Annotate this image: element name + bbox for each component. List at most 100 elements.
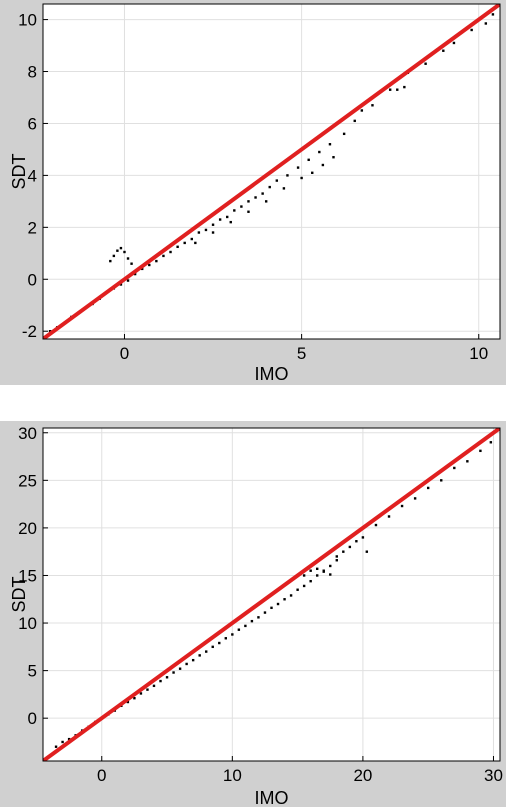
data-point xyxy=(403,85,406,89)
data-point xyxy=(133,697,136,700)
data-point xyxy=(374,523,378,527)
chart-top: 0 5 10 -2 0 2 4 6 8 10 IMO SDT xyxy=(9,3,501,384)
data-point xyxy=(424,62,427,65)
data-point xyxy=(318,150,321,154)
data-point xyxy=(309,579,312,583)
data-point xyxy=(355,540,358,543)
data-point xyxy=(254,196,257,199)
identity-line xyxy=(43,428,500,761)
y-tick-label: 0 xyxy=(28,270,37,289)
data-point xyxy=(54,745,58,748)
data-layer xyxy=(43,428,500,761)
data-point xyxy=(165,676,169,679)
data-point xyxy=(413,497,417,500)
data-point xyxy=(226,215,229,219)
x-tick-label: 10 xyxy=(223,766,242,785)
data-point xyxy=(400,504,404,508)
data-point xyxy=(247,210,250,213)
data-point xyxy=(244,624,247,628)
data-point xyxy=(162,254,165,258)
data-point xyxy=(328,143,332,146)
data-point xyxy=(442,49,445,52)
data-point xyxy=(119,246,123,250)
y-tick-label: -2 xyxy=(22,322,37,341)
data-point xyxy=(270,606,273,610)
data-point xyxy=(296,166,300,169)
data-point xyxy=(453,466,456,470)
data-point xyxy=(194,241,197,245)
data-point xyxy=(491,13,495,16)
data-point xyxy=(204,228,208,232)
data-point xyxy=(286,174,289,177)
data-point xyxy=(470,28,473,32)
data-point xyxy=(126,700,130,704)
data-point xyxy=(263,611,267,614)
data-point xyxy=(316,567,319,571)
figure-panel-top: 0 5 10 -2 0 2 4 6 8 10 IMO SDT xyxy=(0,0,506,385)
data-point xyxy=(282,187,286,190)
data-point xyxy=(466,460,469,463)
data-point xyxy=(276,602,280,606)
data-point xyxy=(342,550,345,553)
y-tick-label: 5 xyxy=(28,662,37,681)
data-point xyxy=(289,594,293,597)
axes-frame xyxy=(42,427,501,762)
data-point xyxy=(155,259,158,263)
data-point xyxy=(148,263,151,267)
data-point xyxy=(229,220,232,224)
data-point xyxy=(218,641,221,645)
data-point xyxy=(112,254,116,258)
data-point xyxy=(426,486,430,490)
data-point xyxy=(237,628,241,631)
identity-line xyxy=(43,4,500,339)
data-point xyxy=(387,515,391,518)
data-point xyxy=(130,262,133,265)
axes-frame xyxy=(42,3,501,340)
data-point xyxy=(126,279,130,282)
data-point xyxy=(283,598,286,601)
data-point xyxy=(311,171,314,174)
data-point xyxy=(119,283,123,286)
data-point xyxy=(388,88,392,91)
x-axis-label: IMO xyxy=(255,364,289,384)
y-tick-label: 20 xyxy=(18,519,37,538)
data-point xyxy=(116,249,119,252)
data-point xyxy=(169,250,172,254)
data-point xyxy=(329,573,332,576)
data-point xyxy=(307,158,310,162)
data-point xyxy=(321,163,325,167)
x-tick-label: 10 xyxy=(469,344,488,363)
data-point xyxy=(300,176,303,180)
y-tick-label: 4 xyxy=(28,166,37,185)
data-point xyxy=(159,679,162,683)
data-point xyxy=(332,156,335,159)
data-point xyxy=(109,259,112,263)
y-tick-label: 10 xyxy=(18,614,37,633)
data-point xyxy=(261,192,264,195)
y-tick-label: 0 xyxy=(28,709,37,728)
x-tick-label: 0 xyxy=(97,766,106,785)
data-point xyxy=(360,109,364,112)
data-point xyxy=(146,688,149,691)
data-point xyxy=(335,555,338,558)
data-point xyxy=(348,545,352,549)
y-axis-label: SDT xyxy=(9,153,29,189)
data-point xyxy=(296,588,299,591)
data-point xyxy=(211,231,215,234)
data-point xyxy=(197,231,201,234)
data-point xyxy=(211,223,215,226)
data-point xyxy=(67,737,71,741)
data-point xyxy=(335,559,338,562)
data-point xyxy=(172,671,175,674)
data-point xyxy=(133,272,137,276)
data-point xyxy=(211,645,214,649)
data-point xyxy=(185,662,188,666)
data-point xyxy=(240,205,243,208)
data-point xyxy=(126,257,130,260)
data-point xyxy=(316,574,319,577)
data-point xyxy=(139,692,143,695)
data-point xyxy=(191,658,195,662)
data-point xyxy=(268,185,271,189)
data-point xyxy=(205,650,208,653)
x-axis-label: IMO xyxy=(255,788,289,807)
